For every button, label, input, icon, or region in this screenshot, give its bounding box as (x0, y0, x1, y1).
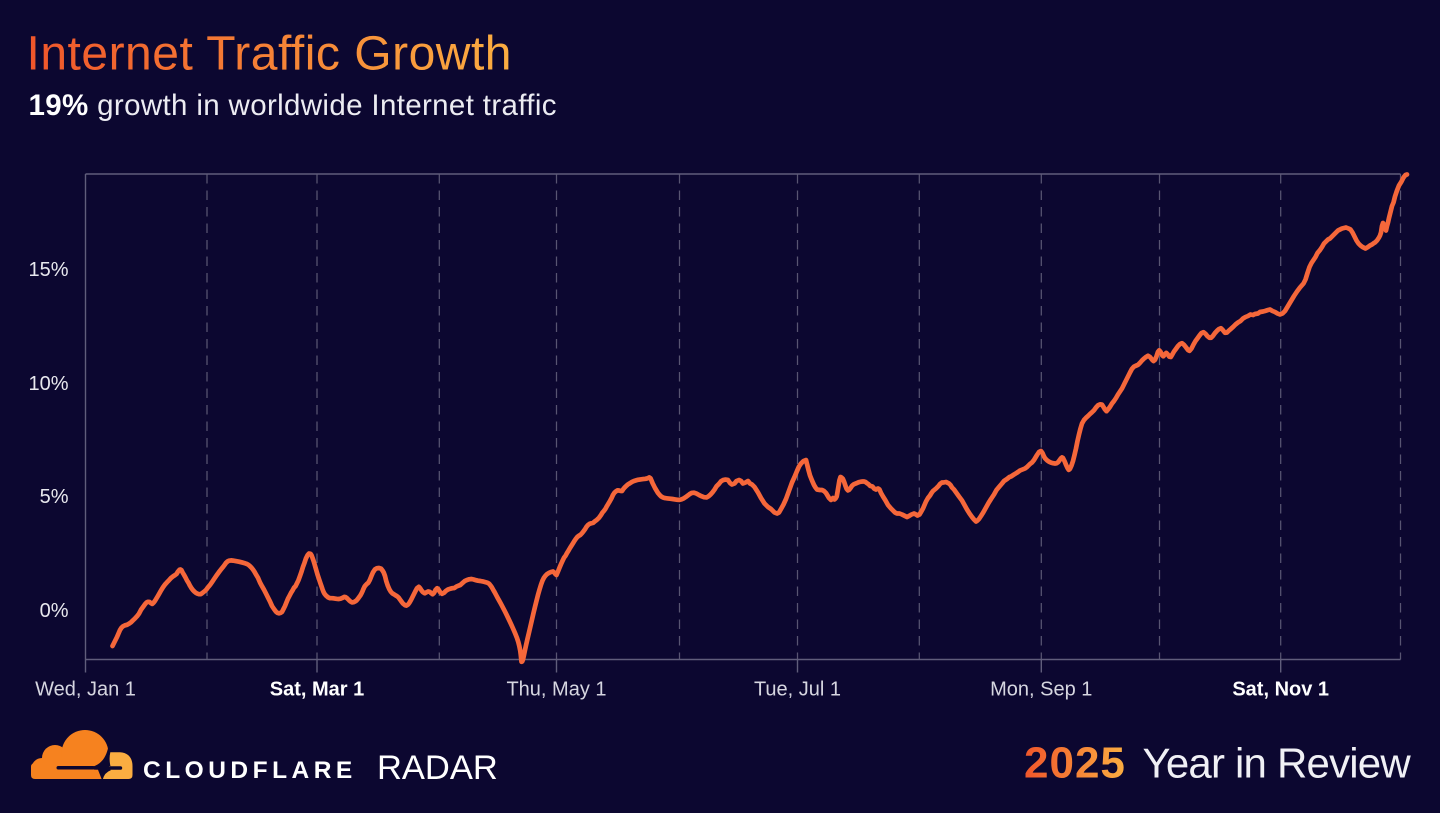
svg-text:5%: 5% (40, 486, 69, 508)
svg-text:Sat, Mar 1: Sat, Mar 1 (270, 679, 364, 701)
svg-text:Thu, May 1: Thu, May 1 (506, 679, 606, 701)
svg-text:Internet Traffic Growth: Internet Traffic Growth (27, 28, 512, 81)
svg-text:15%: 15% (28, 259, 68, 281)
svg-text:Sat, Nov 1: Sat, Nov 1 (1232, 679, 1329, 701)
svg-text:CLOUDFLARE: CLOUDFLARE (143, 757, 357, 784)
svg-text:Wed, Jan 1: Wed, Jan 1 (35, 679, 136, 701)
svg-text:0%: 0% (40, 600, 69, 622)
svg-text:Mon, Sep 1: Mon, Sep 1 (990, 679, 1092, 701)
svg-text:10%: 10% (28, 373, 68, 395)
svg-text:Tue, Jul 1: Tue, Jul 1 (754, 679, 841, 701)
svg-text:19% growth in worldwide Intern: 19% growth in worldwide Internet traffic (29, 89, 557, 122)
svg-text:RADAR: RADAR (377, 749, 498, 787)
